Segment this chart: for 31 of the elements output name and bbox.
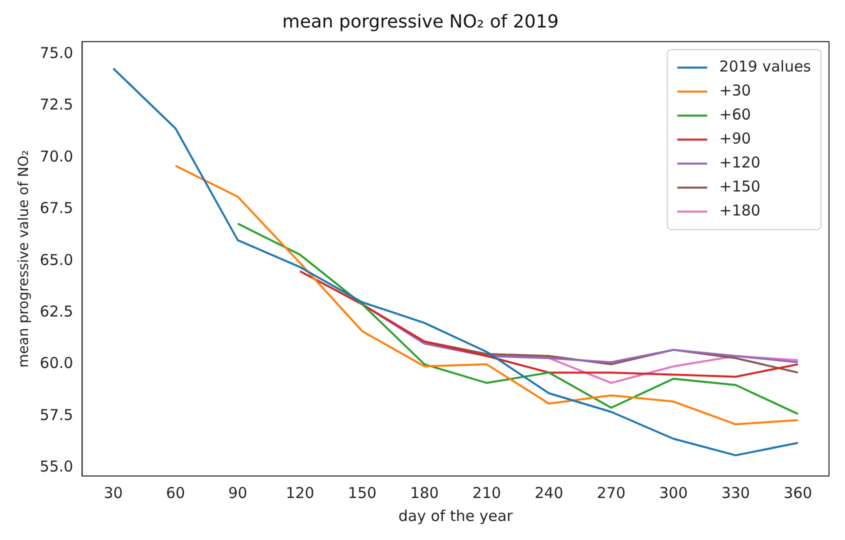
x-tick-label: 210 [472,484,502,502]
legend-label: 2019 values [719,57,812,76]
y-tick-label: 57.5 [40,406,74,424]
x-tick-label: 180 [410,484,439,502]
y-axis-title: mean progressive value of NO₂ [16,150,32,368]
y-tick-label: 55.0 [40,458,74,476]
y-tick-label: 70.0 [40,147,74,166]
x-tick-label: 150 [348,484,377,502]
x-tick-label: 330 [721,484,750,502]
y-tick-label: 75.0 [40,44,74,62]
legend-label: +150 [719,177,760,196]
x-tick-label: 360 [784,484,812,502]
x-tick-label: 300 [659,484,688,502]
y-tick-label: 65.0 [40,250,74,269]
x-tick-label: 60 [166,484,186,502]
x-tick-label: 270 [596,484,626,502]
y-tick-label: 67.5 [40,199,74,218]
y-tick-label: 60.0 [40,354,74,372]
x-axis-title: day of the year [398,506,514,525]
y-tick-label: 62.5 [40,302,74,320]
legend-label: +90 [719,129,751,148]
legend-label: +180 [719,201,760,220]
legend-label: +30 [719,81,751,100]
x-tick-label: 240 [534,484,564,502]
y-tick-label: 72.5 [40,96,74,114]
chart-title: mean porgressive NO₂ of 2019 [282,11,559,32]
x-tick-label: 120 [286,484,314,502]
legend-label: +120 [719,153,760,172]
x-tick-label: 30 [104,484,123,502]
legend-label: +60 [719,105,751,124]
x-tick-label: 90 [228,484,248,502]
